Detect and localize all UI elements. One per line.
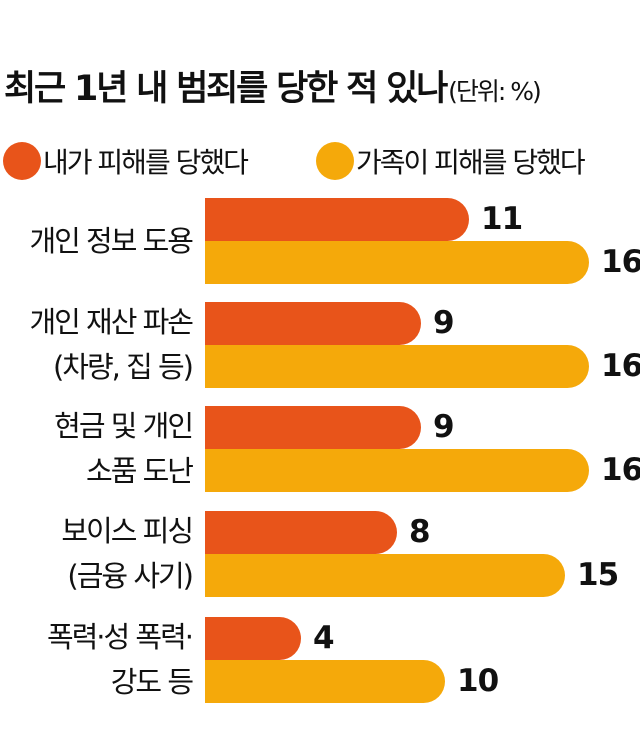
legend-item-self: 내가 피해를 당했다 bbox=[3, 141, 249, 181]
value-label-self: 9 bbox=[433, 409, 455, 445]
value-label-family: 16 bbox=[601, 348, 640, 384]
bar-self bbox=[205, 511, 397, 554]
bar-self bbox=[205, 617, 301, 660]
category-label-line: 강도 등 bbox=[110, 665, 194, 699]
category-label-line: 개인 정보 도용 bbox=[29, 223, 194, 258]
chart-title-row: 최근 1년 내 범죄를 당한 적 있나 (단위: %) bbox=[4, 60, 542, 110]
category-label-line: (금융 사기) bbox=[67, 559, 194, 593]
bar-group: 개인 정보 도용 11 16 bbox=[0, 198, 640, 284]
bar-self bbox=[205, 406, 421, 449]
value-label-self: 11 bbox=[481, 201, 523, 237]
bar-family bbox=[205, 345, 589, 388]
value-label-self: 4 bbox=[313, 620, 335, 656]
legend-label-family: 가족이 피해를 당했다 bbox=[356, 146, 586, 179]
category-label-line: (차량, 집 등) bbox=[52, 350, 194, 384]
value-label-self: 8 bbox=[409, 514, 431, 550]
category-label-line: 현금 및 개인 bbox=[54, 409, 194, 443]
bar-group: 폭력·성 폭력· 강도 등 4 10 bbox=[0, 617, 640, 703]
bar-family bbox=[205, 554, 565, 597]
bar-family bbox=[205, 660, 445, 703]
value-label-family: 10 bbox=[457, 663, 499, 699]
category-label-line: 폭력·성 폭력· bbox=[46, 620, 194, 654]
chart-title: 최근 1년 내 범죄를 당한 적 있나 bbox=[4, 69, 448, 109]
legend: 내가 피해를 당했다 가족이 피해를 당했다 bbox=[0, 141, 640, 183]
legend-circle-icon-self bbox=[3, 142, 41, 180]
bar-group: 보이스 피싱 (금융 사기) 8 15 bbox=[0, 511, 640, 597]
category-label: 개인 재산 파손 (차량, 집 등) bbox=[0, 302, 194, 388]
category-label-line: 개인 재산 파손 bbox=[29, 305, 194, 339]
bar-self bbox=[205, 198, 469, 241]
value-label-family: 16 bbox=[601, 452, 640, 488]
bar-family bbox=[205, 449, 589, 492]
legend-label-self: 내가 피해를 당했다 bbox=[43, 146, 249, 179]
value-label-family: 15 bbox=[577, 557, 619, 593]
legend-item-family: 가족이 피해를 당했다 bbox=[316, 141, 586, 181]
value-label-family: 16 bbox=[601, 244, 640, 280]
value-label-self: 9 bbox=[433, 305, 455, 341]
category-label: 보이스 피싱 (금융 사기) bbox=[0, 511, 194, 597]
category-label-line: 보이스 피싱 bbox=[61, 514, 194, 548]
bar-self bbox=[205, 302, 421, 345]
category-label: 개인 정보 도용 bbox=[0, 198, 194, 284]
category-label-line: 소품 도난 bbox=[86, 454, 194, 488]
legend-circle-icon-family bbox=[316, 142, 354, 180]
bar-group: 개인 재산 파손 (차량, 집 등) 9 16 bbox=[0, 302, 640, 388]
category-label: 폭력·성 폭력· 강도 등 bbox=[0, 617, 194, 703]
unit-label: (단위: %) bbox=[448, 77, 542, 106]
bar-family bbox=[205, 241, 589, 284]
